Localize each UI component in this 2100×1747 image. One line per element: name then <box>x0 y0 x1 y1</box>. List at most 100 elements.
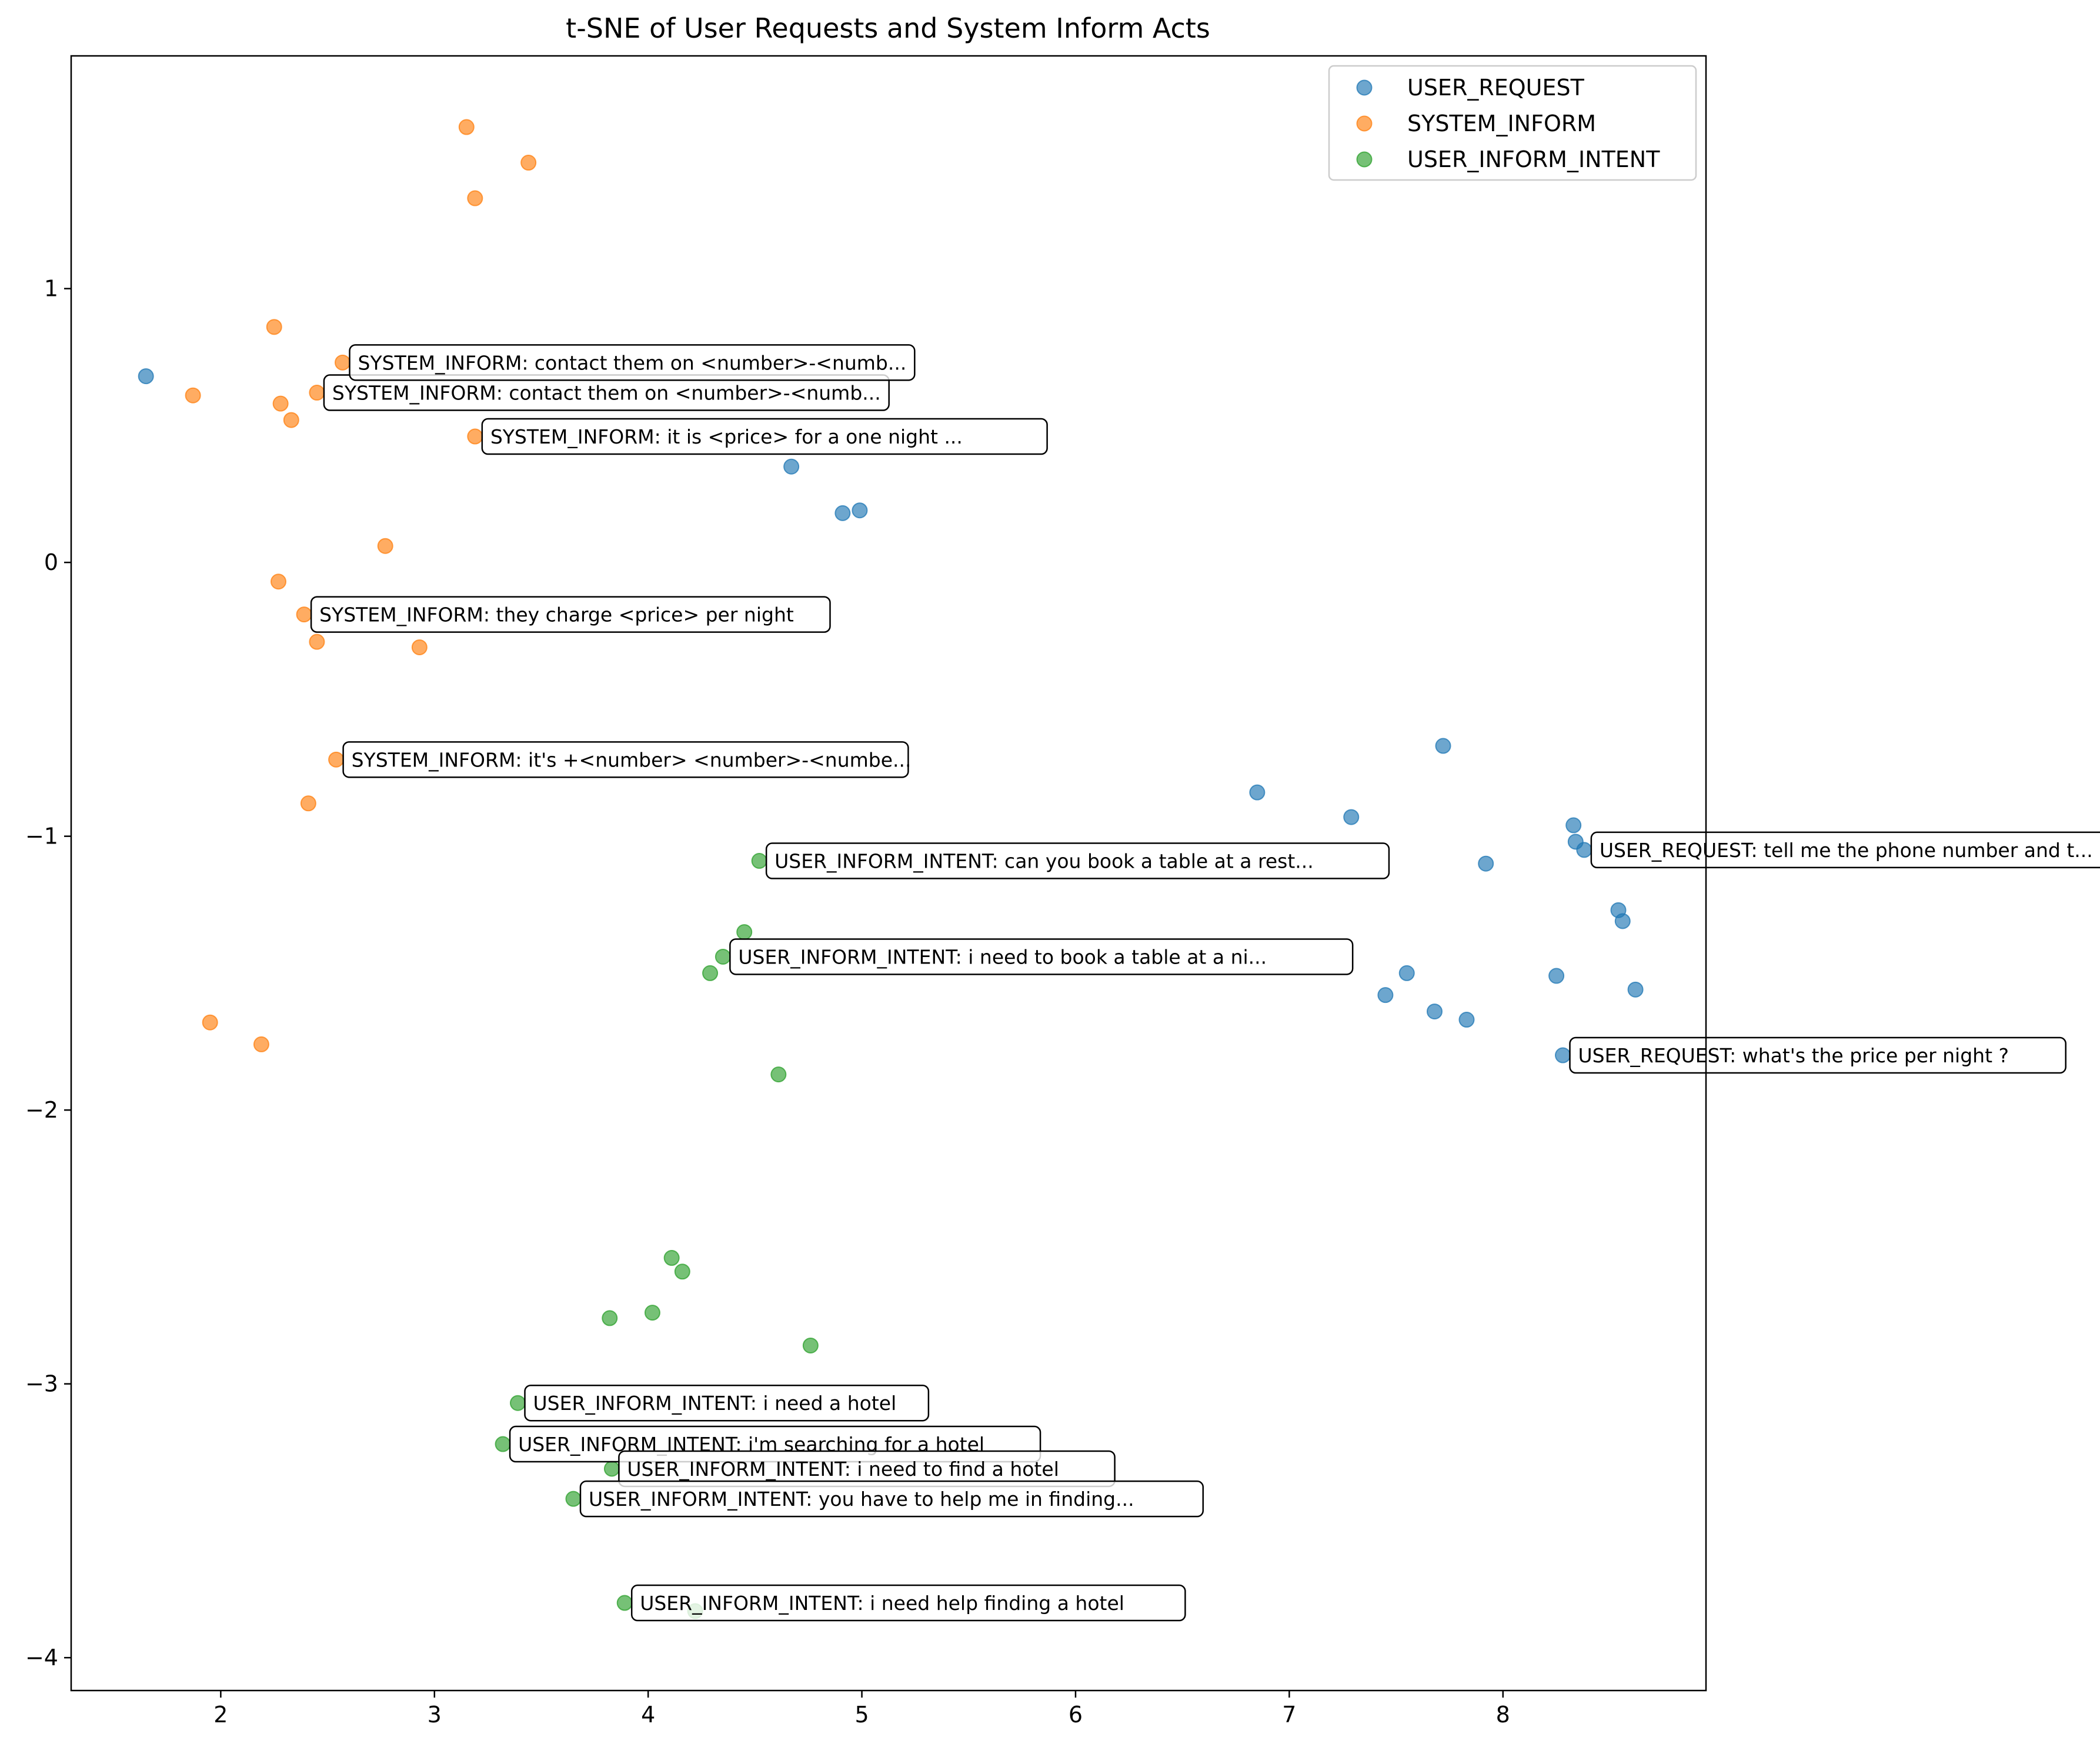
scatter-point <box>1377 987 1394 1003</box>
scatter-point <box>770 1066 787 1083</box>
annotation: USER_INFORM_INTENT: you have to help me … <box>579 1480 1204 1518</box>
annotation-label: USER_INFORM_INTENT: i need a hotel <box>533 1392 897 1415</box>
annotation: USER_INFORM_INTENT: i need to book a tab… <box>729 938 1354 975</box>
scatter-point <box>616 1595 633 1611</box>
scatter-point <box>411 639 428 655</box>
scatter-point <box>1555 1047 1571 1063</box>
annotation-label: SYSTEM_INFORM: they charge <price> per n… <box>319 604 794 626</box>
scatter-point <box>266 319 282 335</box>
annotation: SYSTEM_INFORM: contact them on <number>-… <box>349 344 916 381</box>
scatter-point <box>467 190 483 206</box>
x-tick-label: 4 <box>641 1702 655 1728</box>
scatter-point <box>1249 784 1266 801</box>
scatter-point <box>1614 913 1631 929</box>
y-tick-label: −4 <box>25 1645 58 1671</box>
annotation: SYSTEM_INFORM: they charge <price> per n… <box>310 596 831 633</box>
scatter-point <box>300 795 316 812</box>
scatter-point <box>1435 738 1451 754</box>
scatter-point <box>495 1436 511 1452</box>
data-points <box>138 119 1644 1619</box>
x-tick-label: 2 <box>213 1702 228 1728</box>
scatter-point <box>510 1395 526 1411</box>
scatter-point <box>272 395 289 412</box>
annotation-label: USER_REQUEST: tell me the phone number a… <box>1600 839 2093 862</box>
scatter-point <box>663 1250 680 1266</box>
annotation-box <box>630 1584 1186 1622</box>
scatter-point <box>715 948 731 965</box>
annotation-label: USER_INFORM_INTENT: i need to book a tab… <box>738 945 1267 968</box>
scatter-point <box>520 155 537 171</box>
scatter-point <box>309 385 325 401</box>
y-tick-label: 1 <box>44 276 58 302</box>
scatter-point <box>1343 809 1360 825</box>
annotation-box <box>765 842 1390 879</box>
annotation-label: SYSTEM_INFORM: contact them on <number>-… <box>358 351 907 374</box>
scatter-point <box>1627 981 1644 998</box>
scatter-point <box>751 853 767 869</box>
annotation-label: USER_INFORM_INTENT: you have to help me … <box>589 1488 1134 1511</box>
x-tick-label: 6 <box>1069 1702 1083 1728</box>
annotation-label: USER_INFORM_INTENT: i need help finding … <box>640 1592 1124 1615</box>
x-tick-label: 5 <box>854 1702 869 1728</box>
legend-marker <box>1356 151 1373 168</box>
axis-ticks: 2 3 4 5 6 7 8 1 0 −1 −2 −3 −4 <box>25 276 1510 1728</box>
scatter-point <box>674 1263 690 1280</box>
annotation-box <box>1590 831 2100 869</box>
scatter-point <box>802 1337 819 1353</box>
legend-box <box>1328 65 1697 181</box>
x-tick-label: 7 <box>1282 1702 1296 1728</box>
scatter-point <box>458 119 475 135</box>
annotation-label: USER_INFORM_INTENT: can you book a table… <box>774 850 1314 873</box>
annotation: USER_INFORM_INTENT: i need to find a hot… <box>618 1450 1116 1488</box>
annotation-box <box>729 938 1354 975</box>
scatter-point <box>834 505 851 521</box>
scatter-point <box>602 1310 618 1326</box>
scatter-point <box>253 1036 269 1052</box>
annotation: SYSTEM_INFORM: it is <price> for a one n… <box>481 418 1048 455</box>
plot-area-frame <box>70 55 1707 1692</box>
series-user-request <box>138 368 1644 1063</box>
scatter-point <box>852 502 868 519</box>
annotation-box <box>481 418 1048 455</box>
annotation: SYSTEM_INFORM: contact them on <number>-… <box>323 374 890 411</box>
legend-label: SYSTEM_INFORM <box>1407 111 1596 136</box>
scatter-point <box>296 606 312 623</box>
scatter-point <box>309 634 325 650</box>
annotation: USER_REQUEST: tell me the phone number a… <box>1590 831 2100 869</box>
scatter-point <box>377 538 393 554</box>
annotations: SYSTEM_INFORM: contact them on <number>-… <box>310 344 2100 1622</box>
annotation-box <box>342 741 909 778</box>
scatter-point <box>1458 1012 1475 1028</box>
annotation-label: USER_REQUEST: what's the price per night… <box>1578 1044 2009 1067</box>
scatter-point <box>644 1305 660 1321</box>
x-tick-label: 3 <box>428 1702 442 1728</box>
annotation: USER_INFORM_INTENT: i need help finding … <box>630 1584 1186 1622</box>
scatter-point <box>270 574 286 590</box>
series-system-inform <box>185 119 537 1052</box>
annotation-label: SYSTEM_INFORM: it's +<number> <number>-<… <box>352 748 912 771</box>
annotation: USER_INFORM_INTENT: can you book a table… <box>765 842 1390 879</box>
y-tick-label: −1 <box>25 824 58 849</box>
scatter-point <box>1548 968 1565 984</box>
annotation-box <box>349 344 916 381</box>
y-tick-label: −2 <box>25 1097 58 1123</box>
legend: USER_REQUEST SYSTEM_INFORM USER_INFORM_INT… <box>1328 65 1697 181</box>
scatter-point <box>1565 817 1582 834</box>
scatter-point <box>185 387 201 404</box>
legend-label: USER_REQUEST <box>1407 75 1585 101</box>
y-tick-label: 0 <box>44 549 58 575</box>
annotation-box <box>310 596 831 633</box>
annotation-box <box>1569 1036 2066 1074</box>
annotation: USER_REQUEST: what's the price per night… <box>1569 1036 2066 1074</box>
y-tick-label: −3 <box>25 1371 58 1397</box>
annotation-label: SYSTEM_INFORM: contact them on <number>-… <box>332 382 881 405</box>
legend-marker <box>1356 79 1373 96</box>
scatter-point <box>328 751 345 768</box>
annotation: SYSTEM_INFORM: it's +<number> <number>-<… <box>342 741 912 778</box>
scatter-point <box>565 1491 582 1507</box>
scatter-point <box>202 1014 218 1031</box>
scatter-point <box>283 412 299 428</box>
scatter-point <box>138 368 154 385</box>
